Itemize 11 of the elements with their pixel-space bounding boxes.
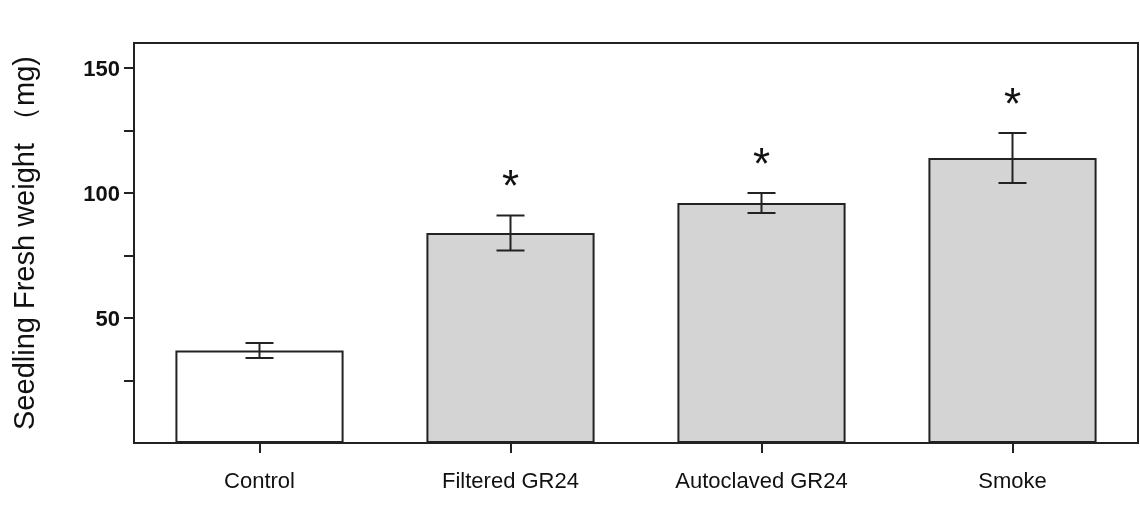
x-tick-label: Smoke	[978, 467, 1047, 493]
y-tick-label: 100	[83, 180, 120, 206]
y-tick-label: 50	[95, 305, 120, 331]
annotation: *	[752, 138, 771, 188]
y-tick-label: 150	[83, 55, 120, 81]
y-axis-title: Seedling Fresh weight （mg)	[7, 56, 40, 430]
annotation: *	[1003, 78, 1022, 128]
x-tick-label: Autoclaved GR24	[675, 467, 848, 493]
annotation: *	[501, 161, 520, 210]
x-tick-label: Filtered GR24	[442, 467, 579, 493]
x-tick-label: Control	[224, 467, 295, 493]
